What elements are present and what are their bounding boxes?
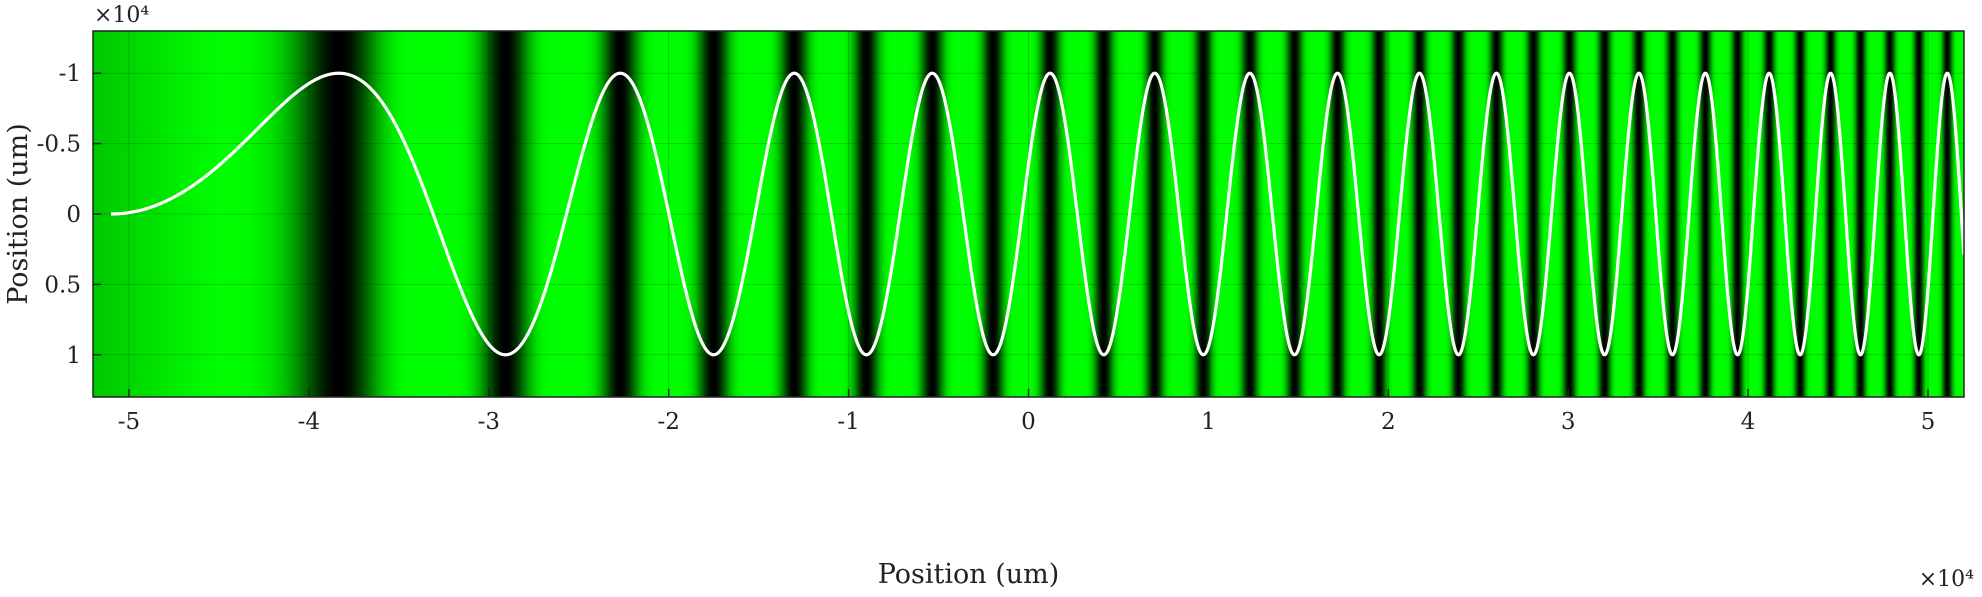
x-tick-label: 1 — [1201, 409, 1216, 435]
plot-area — [92, 30, 1965, 398]
x-axis-label: Position (um) — [878, 559, 1060, 590]
y-tick-label: 0.5 — [44, 272, 81, 298]
y-tick-label: -0.5 — [37, 132, 81, 158]
x-axis: -5 -4 -3 -2 -1 0 1 2 3 4 5 — [118, 389, 1936, 435]
y-tick-label: -1 — [59, 61, 81, 87]
x-tick-label: -4 — [298, 409, 320, 435]
heatmap-background — [93, 31, 1964, 397]
x-tick-label: -2 — [657, 409, 679, 435]
x-tick-label: 5 — [1921, 409, 1936, 435]
x-tick-label: 0 — [1021, 409, 1036, 435]
x-tick-label: 4 — [1741, 409, 1756, 435]
y-tick-label: 1 — [66, 343, 81, 369]
x-tick-label: -3 — [478, 409, 500, 435]
grid — [93, 31, 1964, 397]
y-tick-label: 0 — [66, 202, 81, 228]
x-tick-label: -1 — [837, 409, 859, 435]
y-axis: -1 -0.5 0 0.5 1 — [37, 61, 101, 369]
x-tick-label: 2 — [1381, 409, 1396, 435]
y-exponent-label: ×10⁴ — [94, 3, 149, 28]
series-line — [110, 71, 1964, 357]
x-tick-label: 3 — [1561, 409, 1576, 435]
x-tick-label: -5 — [118, 409, 140, 435]
y-axis-label: Position (um) — [3, 123, 34, 305]
x-exponent-label: ×10⁴ — [1919, 567, 1974, 592]
